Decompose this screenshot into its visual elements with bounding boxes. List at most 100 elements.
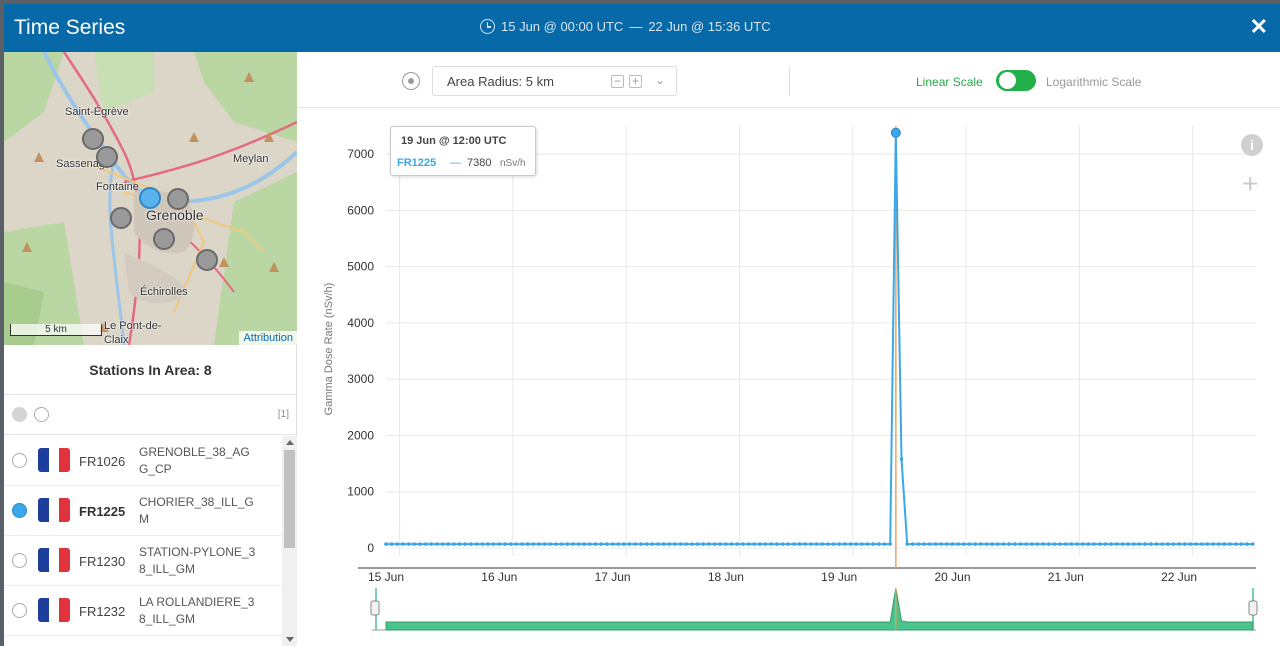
- map-label: Fontaine: [96, 181, 139, 193]
- data-point: [1035, 542, 1040, 546]
- clock-icon: [480, 19, 495, 34]
- date-range: 15 Jun @ 00:00 UTC — 22 Jun @ 15:36 UTC: [480, 19, 771, 34]
- data-point: [724, 542, 728, 546]
- time-series-chart[interactable]: 0 1000 2000 3000 4000 5000 6000 7000 15 Jun 16 Ju…: [298, 108, 1280, 646]
- close-icon[interactable]: ✕: [1249, 14, 1268, 39]
- data-point: [627, 542, 632, 546]
- x-tick-label: 21 Jun: [1048, 570, 1084, 584]
- area-radius-select[interactable]: Area Radius: 5 km − + ⌄: [432, 66, 677, 96]
- station-marker[interactable]: [153, 228, 175, 250]
- tooltip-series: FR1225: [397, 157, 437, 169]
- data-point: [741, 542, 745, 546]
- y-tick-label: 3000: [347, 372, 374, 386]
- data-point: [763, 542, 768, 546]
- data-point: [576, 542, 581, 546]
- data-point: [588, 542, 592, 546]
- add-icon[interactable]: +: [1242, 168, 1259, 199]
- scroll-thumb[interactable]: [284, 450, 295, 548]
- data-point: [1013, 542, 1017, 546]
- y-tick-label: 4000: [347, 316, 374, 330]
- data-point: [712, 542, 717, 546]
- data-point: [480, 542, 485, 546]
- data-point: [792, 542, 796, 546]
- list-scrollbar[interactable]: [282, 436, 297, 646]
- x-tick-label: 18 Jun: [708, 570, 744, 584]
- x-tick-label: 19 Jun: [821, 570, 857, 584]
- station-marker[interactable]: [196, 249, 218, 271]
- station-marker[interactable]: [167, 188, 189, 210]
- data-point: [888, 542, 892, 546]
- data-point: [769, 542, 773, 546]
- list-item[interactable]: FR1232 LA ROLLANDIERE_38_ILL_GM: [4, 586, 282, 636]
- select-all-radio[interactable]: [12, 407, 27, 422]
- target-icon[interactable]: [402, 72, 420, 90]
- station-radio[interactable]: [12, 453, 27, 468]
- linear-scale-label[interactable]: Linear Scale: [916, 75, 983, 89]
- toolbar-divider: [789, 66, 790, 96]
- data-point: [582, 542, 587, 546]
- list-item[interactable]: FR1230 STATION-PYLONE_38_ILL_GM: [4, 536, 282, 586]
- data-point: [622, 542, 626, 546]
- tooltip-value: 7380: [467, 157, 492, 169]
- data-point: [814, 542, 819, 546]
- data-point: [650, 542, 655, 546]
- scroll-up-icon[interactable]: [286, 440, 294, 445]
- data-point: [1001, 542, 1006, 546]
- radius-plus-button[interactable]: +: [629, 75, 642, 88]
- data-point: [922, 542, 926, 546]
- data-point: [967, 542, 972, 546]
- map-label: Grenoble: [146, 207, 204, 223]
- data-point: [803, 542, 807, 546]
- data-point: [508, 542, 513, 546]
- log-scale-label[interactable]: Logarithmic Scale: [1046, 75, 1142, 89]
- data-point: [401, 542, 405, 546]
- data-point: [882, 542, 887, 546]
- map-label: Le Pont-de-Claix: [104, 320, 162, 345]
- data-point: [1143, 542, 1147, 546]
- station-marker[interactable]: [96, 146, 118, 168]
- data-point: [1098, 542, 1102, 546]
- chart-tooltip: 19 Jun @ 12:00 UTC FR1225 — 7380 nSv/h: [390, 126, 536, 176]
- scale-bar: 5 km: [10, 324, 102, 336]
- scroll-down-icon[interactable]: [286, 637, 294, 642]
- data-point: [860, 542, 864, 546]
- tooltip-dash: —: [450, 157, 461, 169]
- radius-minus-button[interactable]: −: [611, 75, 624, 88]
- data-point: [701, 542, 705, 546]
- info-icon[interactable]: i: [1241, 134, 1263, 156]
- data-point: [939, 542, 943, 546]
- navigator-right-handle: [1248, 600, 1258, 616]
- data-point: [1030, 542, 1034, 546]
- data-point: [661, 542, 666, 546]
- data-point: [752, 542, 756, 546]
- x-tick-label: 22 Jun: [1161, 570, 1197, 584]
- station-map[interactable]: Saint-Égrève Sassenage Fontaine Grenoble…: [4, 52, 297, 345]
- page-indicator: [1]: [277, 409, 289, 420]
- list-item[interactable]: FR1225 CHORIER_38_ILL_GM: [4, 486, 282, 536]
- station-radio[interactable]: [12, 503, 27, 518]
- tooltip-unit: nSv/h: [500, 158, 526, 169]
- station-code: FR1230: [79, 554, 126, 569]
- data-point: [633, 542, 638, 546]
- data-point: [1177, 542, 1181, 546]
- data-point: [384, 542, 388, 546]
- data-point: [707, 542, 711, 546]
- data-point: [1194, 542, 1198, 546]
- chevron-down-icon[interactable]: ⌄: [655, 73, 666, 87]
- scale-toggle[interactable]: [996, 70, 1036, 91]
- data-point: [820, 542, 824, 546]
- station-marker-selected[interactable]: [139, 187, 161, 209]
- station-radio[interactable]: [12, 553, 27, 568]
- window-title: Time Series: [14, 16, 126, 39]
- data-point: [911, 542, 915, 546]
- station-marker[interactable]: [110, 207, 132, 229]
- station-radio[interactable]: [12, 603, 27, 618]
- data-point: [865, 542, 870, 546]
- select-none-radio[interactable]: [34, 407, 49, 422]
- list-item[interactable]: FR1026 GRENOBLE_38_AGG_CP: [4, 436, 282, 486]
- data-point: [457, 542, 462, 546]
- x-tick-label: 15 Jun: [368, 570, 404, 584]
- attribution-link[interactable]: Attribution: [239, 331, 297, 345]
- data-point: [491, 542, 496, 546]
- station-marker[interactable]: [82, 128, 104, 150]
